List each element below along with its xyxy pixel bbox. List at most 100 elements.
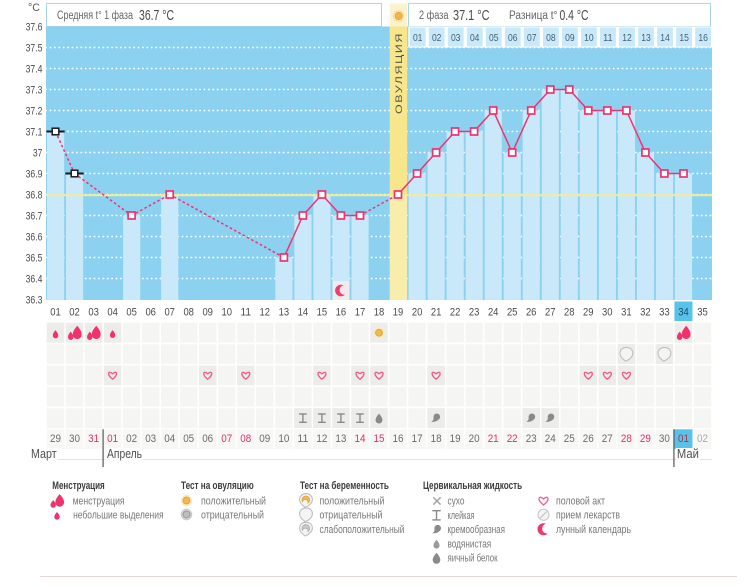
svg-text:16: 16 xyxy=(698,32,708,44)
svg-text:25: 25 xyxy=(507,307,518,319)
svg-text:15: 15 xyxy=(317,307,328,319)
svg-text:01: 01 xyxy=(413,32,423,44)
svg-text:Менструация: Менструация xyxy=(52,480,104,492)
svg-text:37.4: 37.4 xyxy=(26,63,43,75)
svg-text:Май: Май xyxy=(677,447,699,461)
svg-text:17: 17 xyxy=(355,307,366,319)
svg-text:02: 02 xyxy=(697,433,708,445)
svg-text:менструация: менструация xyxy=(73,496,125,508)
svg-text:16: 16 xyxy=(336,307,347,319)
svg-text:26: 26 xyxy=(526,307,537,319)
svg-text:Тест на беременность: Тест на беременность xyxy=(300,480,389,492)
svg-text:20: 20 xyxy=(469,433,480,445)
svg-text:12: 12 xyxy=(260,307,271,319)
svg-text:15: 15 xyxy=(374,433,385,445)
svg-text:клейкая: клейкая xyxy=(448,510,475,522)
svg-text:30: 30 xyxy=(69,433,80,445)
svg-text:небольшие выделения: небольшие выделения xyxy=(73,510,164,522)
svg-text:32: 32 xyxy=(640,307,651,319)
svg-text:12: 12 xyxy=(622,32,632,44)
svg-text:36.7: 36.7 xyxy=(26,210,43,222)
svg-text:29: 29 xyxy=(640,433,651,445)
svg-text:37.6: 37.6 xyxy=(26,21,43,33)
svg-text:29: 29 xyxy=(583,307,594,319)
svg-text:23: 23 xyxy=(469,307,480,319)
svg-text:08: 08 xyxy=(183,307,194,319)
svg-text:13: 13 xyxy=(641,32,651,44)
svg-text:06: 06 xyxy=(202,433,213,445)
svg-text:22: 22 xyxy=(507,433,518,445)
svg-text:15: 15 xyxy=(679,32,689,44)
svg-text:07: 07 xyxy=(164,307,175,319)
svg-text:08: 08 xyxy=(546,32,556,44)
svg-text:09: 09 xyxy=(565,32,575,44)
svg-text:06: 06 xyxy=(145,307,156,319)
svg-text:17: 17 xyxy=(412,433,423,445)
svg-text:положительный: положительный xyxy=(320,496,385,508)
svg-text:03: 03 xyxy=(451,32,461,44)
svg-text:лунный календарь: лунный календарь xyxy=(556,524,631,536)
svg-text:11: 11 xyxy=(297,433,308,445)
svg-text:14: 14 xyxy=(298,307,309,319)
svg-text:кремообразная: кремообразная xyxy=(448,524,506,536)
svg-text:11: 11 xyxy=(241,307,252,319)
svg-text:31: 31 xyxy=(88,433,99,445)
svg-text:36.9: 36.9 xyxy=(26,168,43,180)
svg-text:04: 04 xyxy=(164,433,175,445)
svg-text:22: 22 xyxy=(450,307,461,319)
svg-text:положительный: положительный xyxy=(201,496,266,508)
svg-text:31: 31 xyxy=(621,307,632,319)
svg-text:36.5: 36.5 xyxy=(26,252,43,264)
svg-text:24: 24 xyxy=(545,433,556,445)
svg-text:03: 03 xyxy=(145,433,156,445)
svg-text:2 фаза: 2 фаза xyxy=(419,10,449,22)
svg-text:34: 34 xyxy=(678,307,689,319)
svg-text:19: 19 xyxy=(393,307,404,319)
svg-text:10: 10 xyxy=(584,32,594,44)
svg-text:36.4: 36.4 xyxy=(26,273,43,285)
svg-text:сухо: сухо xyxy=(448,496,465,508)
svg-text:01: 01 xyxy=(107,433,118,445)
svg-text:Средняя t° 1 фаза: Средняя t° 1 фаза xyxy=(57,10,133,22)
svg-text:21: 21 xyxy=(488,433,499,445)
svg-text:01: 01 xyxy=(50,307,61,319)
svg-text:02: 02 xyxy=(69,307,80,319)
svg-text:05: 05 xyxy=(126,307,137,319)
svg-text:05: 05 xyxy=(183,433,194,445)
svg-text:24: 24 xyxy=(488,307,499,319)
svg-text:водянистая: водянистая xyxy=(448,538,492,550)
svg-text:прием лекарств: прием лекарств xyxy=(556,510,620,522)
svg-text:37.1 °C: 37.1 °C xyxy=(453,7,490,24)
svg-text:36.6: 36.6 xyxy=(26,231,43,243)
svg-text:Март: Март xyxy=(31,447,57,461)
svg-text:половой акт: половой акт xyxy=(556,496,605,508)
svg-text:отрицательный: отрицательный xyxy=(201,510,264,522)
svg-text:°C: °C xyxy=(28,2,40,14)
svg-text:01: 01 xyxy=(678,433,689,445)
svg-text:14: 14 xyxy=(355,433,366,445)
svg-text:07: 07 xyxy=(221,433,232,445)
svg-text:Тест на овуляцию: Тест на овуляцию xyxy=(181,480,254,492)
svg-text:07: 07 xyxy=(527,32,537,44)
svg-text:отрицательный: отрицательный xyxy=(320,510,383,522)
svg-text:30: 30 xyxy=(659,433,670,445)
svg-text:25: 25 xyxy=(564,433,575,445)
svg-text:36.3: 36.3 xyxy=(26,294,43,306)
svg-text:04: 04 xyxy=(107,307,118,319)
svg-text:27: 27 xyxy=(602,433,613,445)
svg-text:28: 28 xyxy=(564,307,575,319)
svg-text:21: 21 xyxy=(431,307,442,319)
svg-text:ОВУЛЯЦИЯ: ОВУЛЯЦИЯ xyxy=(394,32,405,114)
svg-text:37: 37 xyxy=(33,147,43,159)
svg-text:16: 16 xyxy=(393,433,404,445)
svg-text:02: 02 xyxy=(126,433,137,445)
svg-text:11: 11 xyxy=(603,32,613,44)
svg-text:37.1: 37.1 xyxy=(26,126,43,138)
svg-text:03: 03 xyxy=(88,307,99,319)
svg-text:13: 13 xyxy=(279,307,290,319)
svg-text:05: 05 xyxy=(489,32,499,44)
svg-text:36.7 °C: 36.7 °C xyxy=(139,7,174,24)
svg-text:14: 14 xyxy=(660,32,670,44)
svg-text:18: 18 xyxy=(431,433,442,445)
svg-text:28: 28 xyxy=(621,433,632,445)
